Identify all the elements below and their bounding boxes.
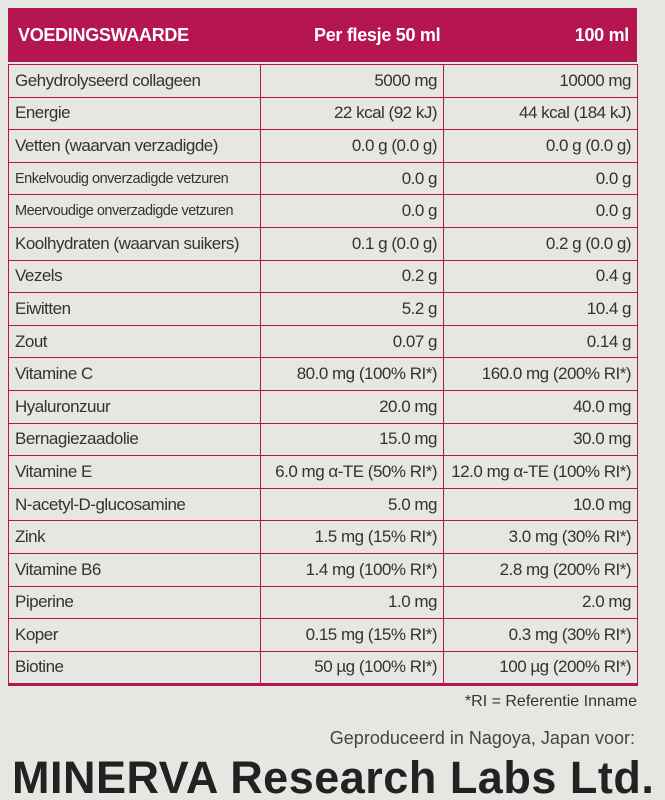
- nutrient-value: 80.0 mg (100% RI*): [260, 357, 444, 391]
- nutrient-name: Vitamine E: [8, 455, 261, 489]
- nutrient-value: 160.0 mg (200% RI*): [443, 357, 638, 391]
- nutrient-name: Energie: [8, 96, 261, 131]
- table-row: Koper 0.15 mg (15% RI*) 0.3 mg (30% RI*): [8, 618, 638, 652]
- nutrient-value: 0.2 g: [260, 259, 444, 294]
- nutrient-name: Zout: [8, 324, 261, 359]
- nutrient-name: Koolhydraten (waarvan suikers): [8, 226, 261, 261]
- nutrient-value: 0.0 g (0.0 g): [443, 129, 638, 163]
- table-row: Vetten (waarvan verzadigde) 0.0 g (0.0 g)…: [8, 129, 638, 163]
- nutrient-name: Hyaluronzuur: [8, 389, 261, 424]
- table-row: Energie 22 kcal (92 kJ) 44 kcal (184 kJ): [8, 96, 638, 131]
- table-row: Vitamine C 80.0 mg (100% RI*) 160.0 mg (20…: [8, 357, 638, 391]
- nutrient-value: 30.0 mg: [443, 422, 638, 457]
- nutrient-name: Koper: [8, 618, 261, 652]
- nutrient-value: 0.0 g: [260, 194, 444, 228]
- table-row: Koolhydraten (waarvan suikers) 0.1 g (0.0…: [8, 226, 638, 261]
- header-title: VOEDINGSWAARDE: [18, 25, 189, 45]
- nutrient-value: 0.0 g: [443, 194, 638, 228]
- nutrient-value: 1.5 mg (15% RI*): [260, 520, 444, 554]
- table-row: Bernagiezaadolie 15.0 mg 30.0 mg: [8, 422, 638, 457]
- table-row: Vitamine E 6.0 mg α-TE (50% RI*) 12.0 mg α…: [8, 455, 638, 489]
- table-row: Vezels 0.2 g 0.4 g: [8, 259, 638, 294]
- nutrient-name: Eiwitten: [8, 292, 261, 326]
- table-row: Gehydrolyseerd collageen 5000 mg 10000 mg: [8, 64, 638, 98]
- nutrient-name: Gehydrolyseerd collageen: [8, 64, 261, 98]
- nutrient-value: 0.0 g (0.0 g): [260, 129, 444, 163]
- nutrient-value: 10000 mg: [443, 64, 638, 98]
- nutrient-name: Meervoudige onverzadigde vetzuren: [8, 194, 261, 228]
- nutrient-value: 40.0 mg: [443, 389, 638, 424]
- nutrition-table: Gehydrolyseerd collageen 5000 mg 10000 mg E…: [8, 64, 638, 687]
- nutrient-value: 0.14 g: [443, 324, 638, 359]
- nutrient-value: 5.0 mg: [260, 487, 444, 522]
- nutrient-name: Vezels: [8, 259, 261, 294]
- nutrient-value: 0.2 g (0.0 g): [443, 226, 638, 261]
- table-row: Meervoudige onverzadigde vetzuren 0.0 g 0.…: [8, 194, 638, 228]
- table-header: VOEDINGSWAARDE Per flesje 50 ml 100 ml: [8, 8, 637, 62]
- table-row: Enkelvoudig onverzadigde vetzuren 0.0 g 0.…: [8, 161, 638, 196]
- producer-note: Geproduceerd in Nagoya, Japan voor:: [329, 728, 635, 748]
- footnote: *RI = Referentie Inname: [464, 693, 637, 710]
- nutrient-name: Biotine: [8, 650, 261, 687]
- table-row: N-acetyl-D-glucosamine 5.0 mg 10.0 mg: [8, 487, 638, 522]
- nutrient-value: 0.15 mg (15% RI*): [260, 618, 444, 652]
- nutrient-value: 10.4 g: [443, 292, 638, 326]
- nutrient-value: 44 kcal (184 kJ): [443, 96, 638, 131]
- nutrient-value: 12.0 mg α-TE (100% RI*): [443, 455, 638, 489]
- nutrient-name: Vitamine C: [8, 357, 261, 391]
- nutrient-value: 6.0 mg α-TE (50% RI*): [260, 455, 444, 489]
- company-name: MINERVA Research Labs Ltd.: [12, 752, 655, 800]
- nutrient-value: 5.2 g: [260, 292, 444, 326]
- nutrient-name: Vitamine B6: [8, 552, 261, 587]
- nutrient-value: 0.07 g: [260, 324, 444, 359]
- table-row: Biotine 50 µg (100% RI*) 100 µg (200% RI*): [8, 650, 638, 687]
- nutrient-value: 2.0 mg: [443, 585, 638, 620]
- table-row: Zink 1.5 mg (15% RI*) 3.0 mg (30% RI*): [8, 520, 638, 554]
- nutrient-value: 20.0 mg: [260, 389, 444, 424]
- nutrient-value: 22 kcal (92 kJ): [260, 96, 444, 131]
- nutrient-value: 0.0 g: [260, 161, 444, 196]
- nutrient-name: Enkelvoudig onverzadigde vetzuren: [8, 161, 261, 196]
- table-row: Zout 0.07 g 0.14 g: [8, 324, 638, 359]
- nutrient-name: Piperine: [8, 585, 261, 620]
- nutrient-value: 0.4 g: [443, 259, 638, 294]
- nutrient-value: 1.0 mg: [260, 585, 444, 620]
- nutrient-name: Zink: [8, 520, 261, 554]
- nutrient-value: 0.3 mg (30% RI*): [443, 618, 638, 652]
- nutrient-value: 100 µg (200% RI*): [443, 650, 638, 687]
- nutrient-value: 1.4 mg (100% RI*): [260, 552, 444, 587]
- nutrient-value: 3.0 mg (30% RI*): [443, 520, 638, 554]
- nutrient-value: 5000 mg: [260, 64, 444, 98]
- nutrient-value: 0.1 g (0.0 g): [260, 226, 444, 261]
- table-row: Vitamine B6 1.4 mg (100% RI*) 2.8 mg (200%…: [8, 552, 638, 587]
- column-header: Per flesje 50 ml: [314, 25, 441, 45]
- nutrient-value: 10.0 mg: [443, 487, 638, 522]
- table-row: Hyaluronzuur 20.0 mg 40.0 mg: [8, 389, 638, 424]
- nutrient-value: 15.0 mg: [260, 422, 444, 457]
- nutrient-name: Vetten (waarvan verzadigde): [8, 129, 261, 163]
- nutrient-value: 50 µg (100% RI*): [260, 650, 444, 687]
- nutrient-name: Bernagiezaadolie: [8, 422, 261, 457]
- column-header: 100 ml: [574, 25, 630, 45]
- nutrient-value: 0.0 g: [443, 161, 638, 196]
- nutrient-name: N-acetyl-D-glucosamine: [8, 487, 261, 522]
- table-row: Piperine 1.0 mg 2.0 mg: [8, 585, 638, 620]
- table-row: Eiwitten 5.2 g 10.4 g: [8, 292, 638, 326]
- nutrient-value: 2.8 mg (200% RI*): [443, 552, 638, 587]
